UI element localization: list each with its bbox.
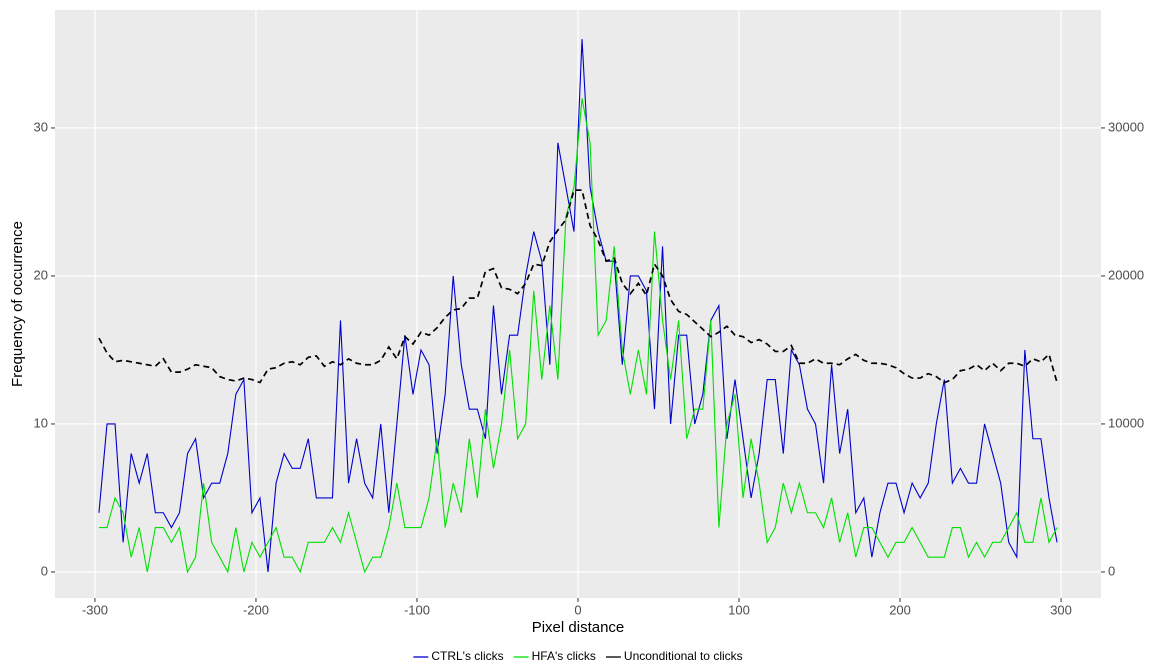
x-tick-label: -300 [82, 602, 108, 617]
y2-tick-label: 10000 [1108, 415, 1144, 430]
y-tick-label: 20 [34, 267, 48, 282]
y-tick-label: 10 [34, 415, 48, 430]
legend-label: CTRL's clicks [431, 649, 503, 663]
y-axis-title: Frequency of occurrence [9, 221, 26, 387]
x-tick-label: -200 [243, 602, 269, 617]
series-line [98, 98, 1058, 574]
x-tick-label: -100 [404, 602, 430, 617]
series-line [98, 189, 1058, 384]
x-tick-label: 0 [574, 602, 581, 617]
x-tick-label: 100 [728, 602, 750, 617]
series-line [98, 39, 1058, 573]
legend-label: HFA's clicks [532, 649, 596, 663]
legend-label: Unconditional to clicks [624, 649, 743, 663]
y2-tick-label: 0 [1108, 563, 1115, 578]
x-axis-title: Pixel distance [532, 619, 625, 636]
y2-tick-label: 20000 [1108, 267, 1144, 282]
y-tick-label: 30 [34, 119, 48, 134]
y2-tick-label: 30000 [1108, 119, 1144, 134]
y-tick-label: 0 [41, 563, 48, 578]
x-tick-label: 200 [889, 602, 911, 617]
x-tick-label: 300 [1050, 602, 1072, 617]
